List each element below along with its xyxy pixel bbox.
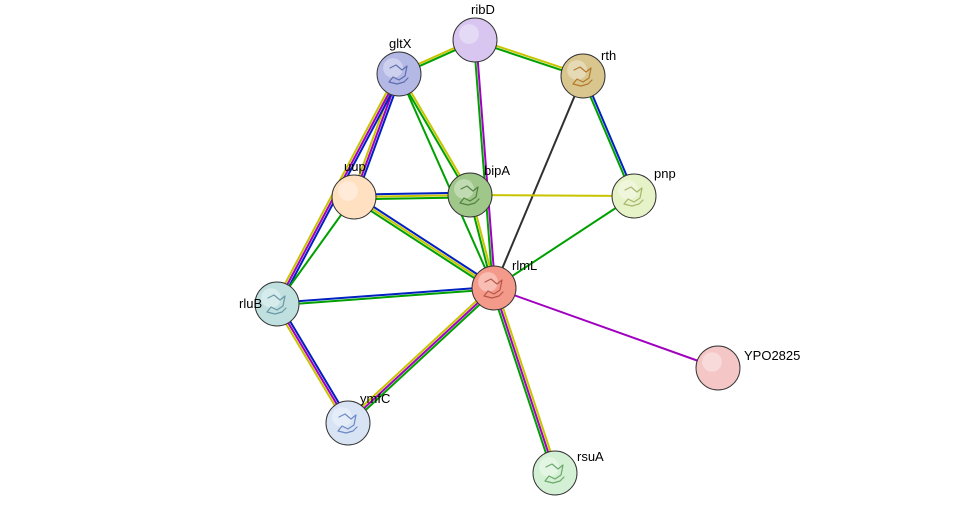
node-label-rlmL: rlmL [512,258,537,273]
edge-rluB-rlmL [277,287,494,303]
node-label-rluB: rluB [239,296,262,311]
node-label-pnp: pnp [654,166,676,181]
node-gltX[interactable]: gltX [377,36,421,96]
edge-rlmL-rsuA [496,287,557,472]
nodes-layer: ribD gltX rth uup bipA pnp rlmL rluB ymfC rsuA YPO… [239,2,800,495]
edge-rth-rlmL [494,76,583,288]
node-label-rth: rth [601,48,616,63]
edge-rlmL-rsuA [494,288,555,473]
node-label-YPO2825: YPO2825 [744,348,800,363]
network-graph: ribD gltX rth uup bipA pnp rlmL rluB ymfC rsuA YPO… [0,0,976,516]
node-rlmL[interactable]: rlmL [472,258,537,310]
edge-rlmL-rsuA [492,289,553,474]
edge-rluB-rlmL [277,289,494,305]
node-rsuA[interactable]: rsuA [533,449,604,495]
node-rluB[interactable]: rluB [239,282,299,326]
node-label-ribD: ribD [471,2,495,17]
node-label-uup: uup [344,159,366,174]
node-label-rsuA: rsuA [577,449,604,464]
node-uup[interactable]: uup [332,159,376,219]
edge-bipA-pnp [470,195,634,196]
edge-pnp-rlmL [494,196,634,288]
node-pnp[interactable]: pnp [612,166,676,218]
node-label-ymfC: ymfC [360,391,390,406]
node-label-gltX: gltX [389,36,412,51]
node-ribD[interactable]: ribD [453,2,497,62]
node-YPO2825[interactable]: YPO2825 [696,346,800,390]
node-rth[interactable]: rth [561,48,616,98]
edge-rlmL-YPO2825 [494,288,718,368]
node-label-bipA: bipA [484,163,510,178]
